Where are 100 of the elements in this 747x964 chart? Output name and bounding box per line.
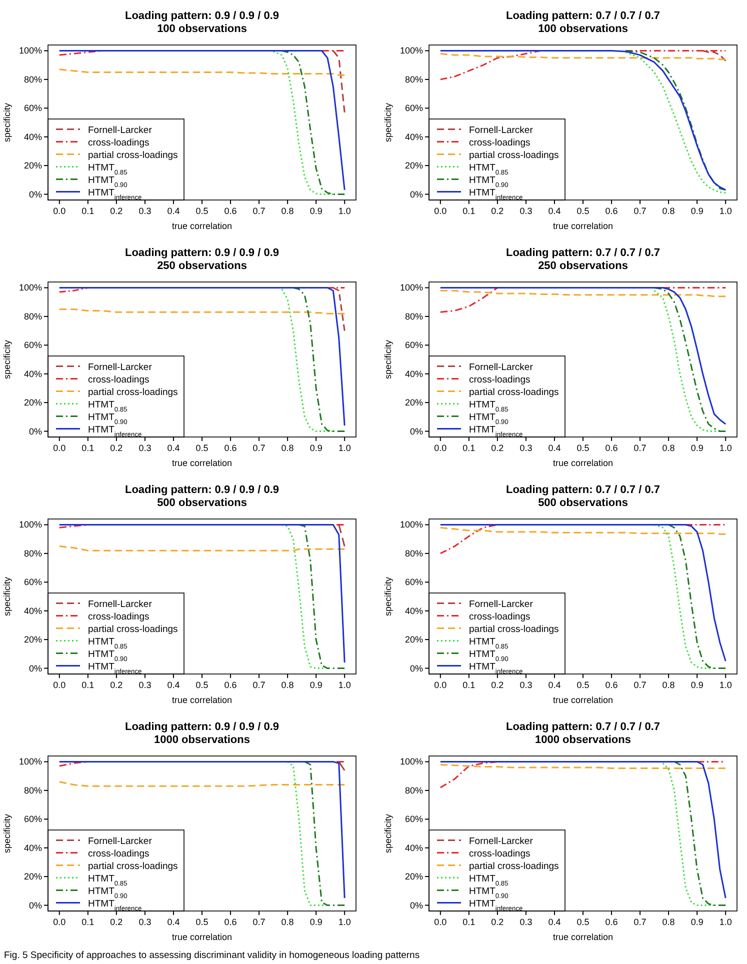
y-tick-label: 100% bbox=[400, 46, 423, 56]
x-tick-label: 0.9 bbox=[690, 680, 704, 690]
x-tick-label: 0.2 bbox=[110, 680, 123, 690]
x-tick-label: 1.0 bbox=[719, 680, 732, 690]
x-tick-label: 0.8 bbox=[662, 443, 675, 453]
legend-label: cross-loadings bbox=[469, 611, 530, 622]
line-series bbox=[281, 288, 334, 432]
legend-label: partial cross-loadings bbox=[88, 860, 178, 872]
chart-subtitle: 500 observations bbox=[157, 497, 247, 509]
legend-label: HTMT$_{inference}$ bbox=[469, 187, 524, 201]
legend-label: HTMT$_{0.90}$ bbox=[88, 886, 128, 900]
legend-label: Fornell-Larcker bbox=[469, 362, 533, 373]
line-series bbox=[440, 524, 726, 662]
legend-label: HTMT$_{inference}$ bbox=[88, 898, 142, 912]
y-tick-label: 40% bbox=[24, 606, 42, 616]
x-tick-label: 0.7 bbox=[634, 443, 646, 453]
x-tick-label: 0.7 bbox=[634, 917, 646, 927]
legend-label: cross-loadings bbox=[469, 137, 530, 148]
y-tick-label: 20% bbox=[24, 398, 42, 408]
x-tick-label: 0.4 bbox=[548, 680, 561, 690]
y-axis-title: specificity bbox=[383, 576, 393, 616]
y-tick-label: 80% bbox=[24, 548, 42, 558]
legend-label: HTMT$_{inference}$ bbox=[469, 424, 524, 438]
x-axis-title: true correlation bbox=[552, 221, 614, 231]
x-tick-label: 0.1 bbox=[462, 206, 476, 216]
x-tick-label: 0.8 bbox=[281, 206, 294, 216]
y-tick-label: 60% bbox=[24, 577, 42, 588]
legend-label: partial cross-loadings bbox=[469, 624, 560, 635]
y-tick-label: 100% bbox=[400, 282, 423, 293]
y-axis-title: specificity bbox=[2, 576, 12, 616]
line-series bbox=[702, 50, 726, 62]
y-tick-label: 20% bbox=[404, 634, 423, 645]
chart-subtitle: 1000 observations bbox=[535, 734, 631, 746]
x-tick-label: 0.0 bbox=[53, 917, 66, 927]
x-tick-label: 1.0 bbox=[719, 917, 732, 927]
chart-title: Loading pattern: 0.7 / 0.7 / 0.7 bbox=[506, 10, 660, 22]
line-series bbox=[440, 286, 726, 425]
line-series bbox=[440, 760, 726, 899]
x-tick-label: 0.4 bbox=[548, 917, 561, 927]
y-tick-label: 40% bbox=[404, 132, 423, 142]
x-tick-label: 0.9 bbox=[310, 206, 322, 216]
x-axis-title: true correlation bbox=[552, 458, 614, 468]
y-tick-label: 80% bbox=[24, 785, 42, 796]
y-tick-label: 0% bbox=[410, 900, 423, 910]
x-tick-label: 1.0 bbox=[338, 443, 351, 453]
y-tick-label: 40% bbox=[24, 368, 42, 379]
legend-label: partial cross-loadings bbox=[469, 150, 560, 161]
legend-label: HTMT$_{0.85}$ bbox=[88, 636, 128, 650]
chart-title: Loading pattern: 0.7 / 0.7 / 0.7 bbox=[506, 721, 660, 733]
legend-label: Fornell-Larcker bbox=[88, 362, 152, 373]
x-tick-label: 0.8 bbox=[281, 917, 294, 927]
legend-label: HTMT$_{0.90}$ bbox=[469, 174, 509, 188]
legend-label: HTMT$_{0.85}$ bbox=[88, 873, 128, 887]
y-tick-label: 0% bbox=[410, 426, 423, 436]
legend-label: partial cross-loadings bbox=[469, 386, 560, 398]
y-tick-label: 20% bbox=[24, 160, 42, 171]
x-tick-label: 0.6 bbox=[605, 443, 618, 453]
x-tick-label: 0.1 bbox=[462, 443, 476, 453]
legend-label: HTMT$_{0.85}$ bbox=[469, 873, 509, 887]
legend-label: cross-loadings bbox=[88, 611, 150, 622]
line-series bbox=[58, 286, 346, 426]
legend-label: HTMT$_{0.90}$ bbox=[469, 886, 509, 900]
y-axis-title: specificity bbox=[2, 814, 12, 854]
legend-label: cross-loadings bbox=[469, 848, 530, 860]
legend-label: cross-loadings bbox=[469, 374, 530, 386]
legend-label: HTMT$_{0.90}$ bbox=[88, 174, 128, 188]
y-tick-label: 60% bbox=[404, 103, 423, 114]
x-tick-label: 0.4 bbox=[167, 206, 180, 216]
x-axis-title: true correlation bbox=[172, 458, 232, 468]
x-tick-label: 0.5 bbox=[196, 443, 208, 453]
line-series bbox=[292, 286, 346, 432]
x-tick-label: 0.1 bbox=[82, 680, 94, 690]
x-tick-label: 0.9 bbox=[690, 443, 704, 453]
legend-label: HTMT$_{0.90}$ bbox=[469, 412, 509, 426]
line-series bbox=[281, 50, 346, 196]
legend-label: cross-loadings bbox=[88, 374, 150, 386]
x-tick-label: 0.2 bbox=[491, 917, 504, 927]
x-tick-label: 0.7 bbox=[252, 206, 266, 216]
x-tick-label: 0.9 bbox=[690, 206, 704, 216]
x-tick-label: 0.7 bbox=[634, 680, 646, 690]
x-tick-label: 0.2 bbox=[491, 206, 504, 216]
y-tick-label: 40% bbox=[404, 368, 423, 379]
x-tick-label: 0.1 bbox=[462, 680, 476, 690]
legend-label: cross-loadings bbox=[88, 137, 150, 148]
legend-label: HTMT$_{0.85}$ bbox=[88, 162, 128, 176]
y-tick-label: 40% bbox=[24, 842, 42, 853]
legend-label: HTMT$_{inference}$ bbox=[469, 898, 524, 912]
y-tick-label: 80% bbox=[24, 74, 42, 84]
x-tick-label: 0.0 bbox=[53, 443, 66, 453]
chart-subtitle: 100 observations bbox=[157, 23, 247, 35]
line-series bbox=[58, 50, 346, 191]
x-axis-title: true correlation bbox=[552, 695, 614, 705]
y-tick-label: 20% bbox=[404, 398, 423, 408]
x-tick-label: 0.3 bbox=[520, 680, 532, 690]
x-tick-label: 1.0 bbox=[338, 206, 351, 216]
x-tick-label: 0.0 bbox=[434, 206, 447, 216]
x-tick-label: 0.5 bbox=[576, 206, 590, 216]
x-tick-label: 0.9 bbox=[310, 917, 322, 927]
line-series bbox=[668, 524, 726, 670]
line-series bbox=[272, 50, 334, 196]
